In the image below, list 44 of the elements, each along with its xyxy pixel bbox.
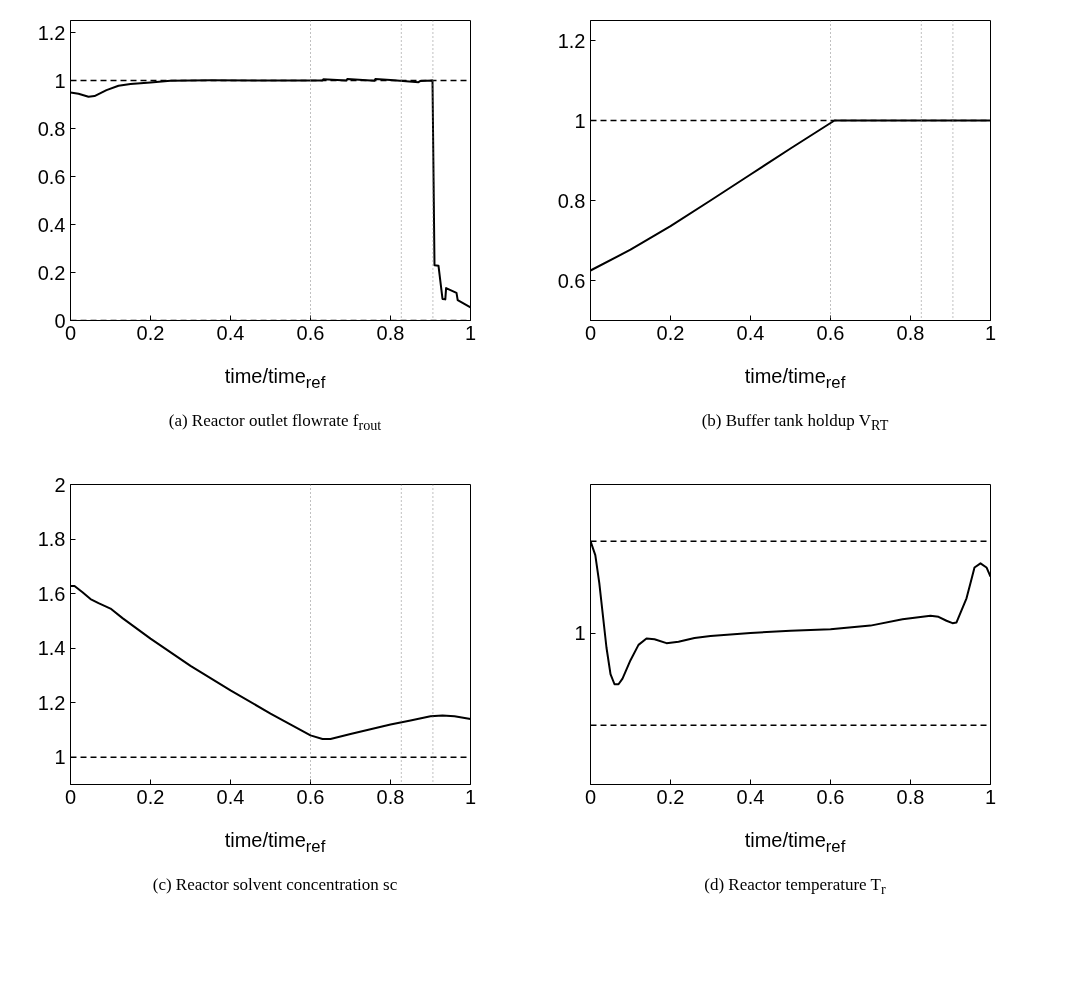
x-tick-label: 1 xyxy=(464,321,477,344)
x-tick-label: 0.6 xyxy=(296,321,325,344)
x-tick-label: 0.4 xyxy=(216,785,245,808)
x-tick-label: 1 xyxy=(984,785,997,808)
y-tick-label: 1 xyxy=(574,109,586,132)
x-tick-label: 0.8 xyxy=(896,785,925,808)
y-tick-label: 1.8 xyxy=(37,528,66,551)
x-tick-label: 0.6 xyxy=(816,321,845,344)
x-tick-label: 0.2 xyxy=(136,321,165,344)
y-tick-label: 2 xyxy=(54,473,66,496)
y-tick-label: 0.2 xyxy=(37,261,66,284)
y-tick-label: 1.4 xyxy=(37,637,66,660)
x-tick-label: 0.2 xyxy=(656,321,685,344)
x-tick-label: 1 xyxy=(464,785,477,808)
x-tick-label: 1 xyxy=(984,321,997,344)
x-tick-label: 0.8 xyxy=(896,321,925,344)
x-axis-title: time/time$_{ref}$ xyxy=(223,829,327,858)
x-tick-label: 0.2 xyxy=(656,785,685,808)
x-tick-label: 0.6 xyxy=(296,785,325,808)
y-tick-label: 1 xyxy=(54,69,66,92)
y-tick-label: 1.6 xyxy=(37,582,66,605)
text: (a) Reactor outlet flowrate f$_{rout}$ xyxy=(167,410,383,436)
y-tick-label: 0.6 xyxy=(557,269,586,292)
x-tick-label: 0.2 xyxy=(136,785,165,808)
text: (d) Reactor temperature T$_{r}$ xyxy=(703,874,887,900)
y-tick-label: 1.2 xyxy=(557,29,586,52)
x-axis-title: time/time$_{ref}$ xyxy=(223,365,327,394)
text: (b) Buffer tank holdup V$_{RT}$ xyxy=(700,410,890,436)
y-tick-label: 1.2 xyxy=(37,21,66,44)
x-tick-label: 0.4 xyxy=(736,321,765,344)
text: (c) Reactor solvent concentration sc xyxy=(151,874,399,896)
y-tick-label: 1.2 xyxy=(37,691,66,714)
x-tick-label: 0.8 xyxy=(376,321,405,344)
y-tick-label: 0.6 xyxy=(37,165,66,188)
x-tick-label: 0.4 xyxy=(736,785,765,808)
y-tick-label: 1 xyxy=(54,746,66,769)
y-tick-label: 0.4 xyxy=(37,213,66,236)
x-axis-title: time/time$_{ref}$ xyxy=(743,365,847,394)
x-axis-title: time/time$_{ref}$ xyxy=(743,829,847,858)
x-tick-label: 0.8 xyxy=(376,785,405,808)
y-tick-label: 0.8 xyxy=(557,189,586,212)
x-tick-label: 0.6 xyxy=(816,785,845,808)
y-tick-label: 0.8 xyxy=(37,117,66,140)
x-tick-label: 0.4 xyxy=(216,321,245,344)
